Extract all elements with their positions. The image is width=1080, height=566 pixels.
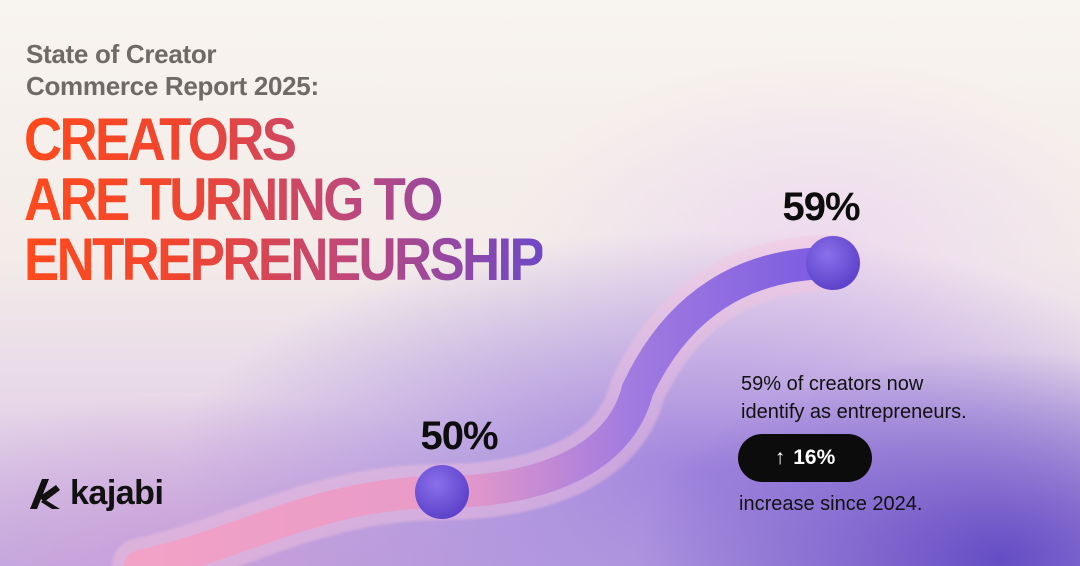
increase-caption: increase since 2024. [739, 493, 923, 515]
data-point-2025 [806, 236, 860, 290]
kajabi-k-icon [30, 478, 60, 509]
series-line [124, 247, 849, 566]
kajabi-wordmark: kajabi [70, 474, 164, 512]
data-point-2024 [415, 465, 469, 519]
report-kicker: State of Creator Commerce Report 2025: [26, 38, 319, 102]
increase-badge: ↑ 16% [738, 434, 872, 482]
stat-line-1: 59% of creators now [741, 373, 924, 395]
stat-description: 59% of creators now identify as entrepre… [741, 370, 967, 426]
kajabi-logo[interactable]: kajabi [26, 474, 164, 513]
kicker-line-1: State of Creator [26, 39, 217, 69]
kicker-line-2: Commerce Report 2025: [26, 71, 319, 101]
data-label-2024: 50% [420, 414, 497, 458]
arrow-up-icon: ↑ [774, 446, 786, 469]
stat-line-2: identify as entrepreneurs. [741, 401, 967, 423]
increase-value: 16% [793, 446, 836, 469]
data-label-2025: 59% [782, 185, 859, 229]
